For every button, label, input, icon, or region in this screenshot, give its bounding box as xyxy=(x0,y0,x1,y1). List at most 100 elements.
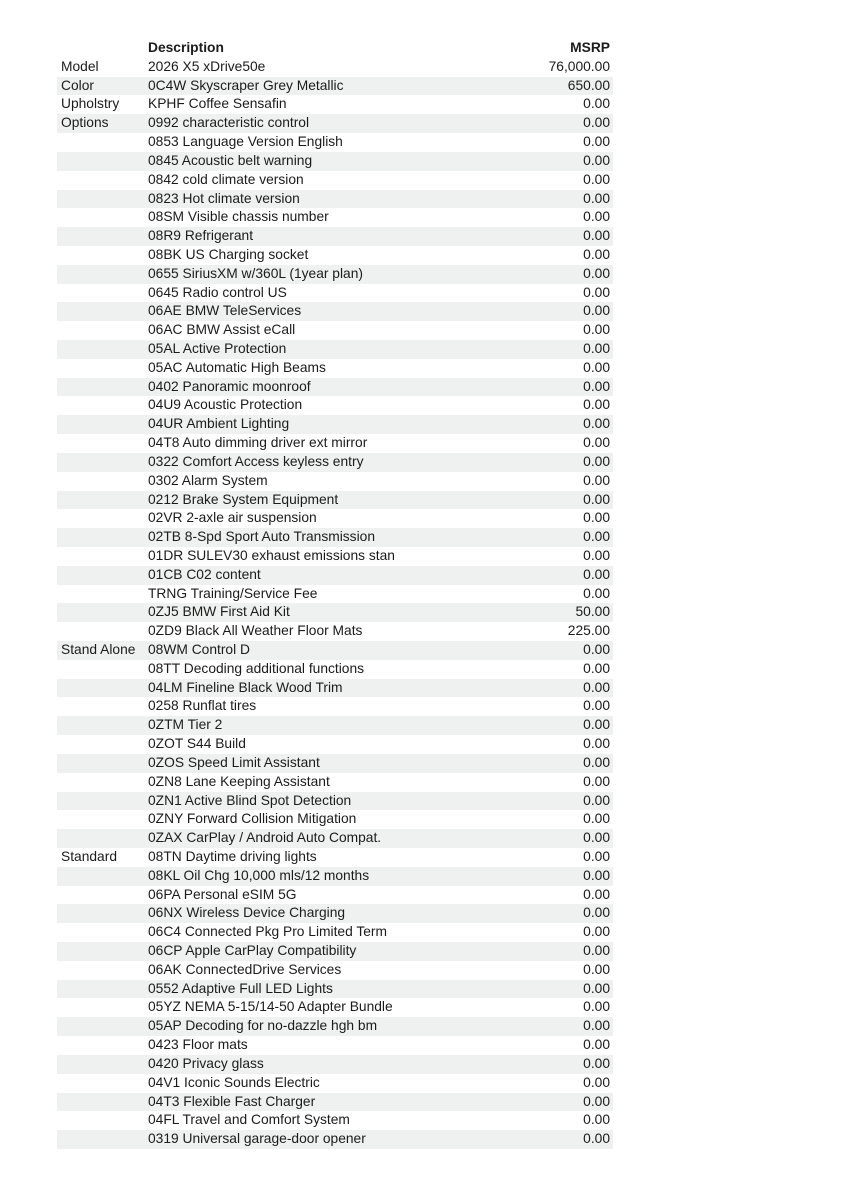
row-category-label xyxy=(57,585,148,604)
row-category-label: Stand Alone xyxy=(61,642,136,657)
row-category-label xyxy=(57,697,148,716)
table-row: 0ZN1 Active Blind Spot Detection 0.00 xyxy=(57,791,613,811)
row-msrp-value: 0.00 xyxy=(583,642,610,657)
table-row: 0823 Hot climate version 0.00 xyxy=(57,189,613,209)
table-row: 04T3 Flexible Fast Charger 0.00 xyxy=(57,1092,613,1112)
row-description: 05AC Automatic High Beams xyxy=(148,359,326,375)
row-msrp-value: 0.00 xyxy=(583,115,610,131)
row-msrp-value: 76,000.00 xyxy=(548,58,610,74)
row-description: 0ZTM Tier 2 xyxy=(148,717,223,733)
vehicle-price-table: Description MSRP Model 2026 X5 xDrive50e 7… xyxy=(57,39,613,1149)
row-msrp-value: 50.00 xyxy=(575,604,610,620)
table-row: 0322 Comfort Access keyless entry 0.00 xyxy=(57,452,613,472)
table-row: Color 0C4W Skyscraper Grey Metallic 650.00 xyxy=(57,76,613,96)
row-description: 0C4W Skyscraper Grey Metallic xyxy=(148,77,344,93)
table-row: 04UR Ambient Lighting 0.00 xyxy=(57,415,613,435)
row-category-label xyxy=(57,302,148,321)
row-msrp-value: 0.00 xyxy=(583,660,610,676)
table-row: 0319 Universal garage-door opener 0.00 xyxy=(57,1130,613,1149)
table-row: 05AP Decoding for no-dazzle hgh bm 0.00 xyxy=(57,1017,613,1037)
table-row: 0ZAX CarPlay / Android Auto Compat. 0.00 xyxy=(57,829,613,848)
table-row: 0ZOS Speed Limit Assistant 0.00 xyxy=(57,753,613,773)
row-msrp-value: 0.00 xyxy=(583,303,610,319)
table-row: 0258 Runflat tires 0.00 xyxy=(57,697,613,716)
row-category-label: Color xyxy=(61,77,94,93)
row-description: 0420 Privacy glass xyxy=(148,1055,264,1071)
row-category-label xyxy=(57,152,148,171)
row-description: 0402 Panoramic moonroof xyxy=(148,378,311,394)
row-msrp-value: 0.00 xyxy=(583,1074,610,1090)
table-row: Upholstry KPHF Coffee Sensafin 0.00 xyxy=(57,95,613,114)
table-row: 04FL Travel and Comfort System 0.00 xyxy=(57,1111,613,1130)
table-row: Stand Alone 08WM Control D 0.00 xyxy=(57,641,613,660)
row-description: 06PA Personal eSIM 5G xyxy=(148,886,297,902)
table-row: 06PA Personal eSIM 5G 0.00 xyxy=(57,886,613,905)
row-category-label xyxy=(57,867,148,886)
table-row: 0552 Adaptive Full LED Lights 0.00 xyxy=(57,979,613,999)
row-msrp-value: 0.00 xyxy=(583,416,610,432)
row-category-label: Model xyxy=(61,58,99,74)
table-row: 06CP Apple CarPlay Compatibility 0.00 xyxy=(57,942,613,961)
row-description: 01CB C02 content xyxy=(148,566,261,582)
row-category-label xyxy=(57,961,148,980)
row-description: 05AP Decoding for no-dazzle hgh bm xyxy=(148,1018,378,1034)
row-msrp-value: 0.00 xyxy=(583,1112,610,1128)
table-row: 08KL Oil Chg 10,000 mls/12 months 0.00 xyxy=(57,866,613,886)
row-description: 2026 X5 xDrive50e xyxy=(148,58,266,74)
table-row: 04T8 Auto dimming driver ext mirror 0.00 xyxy=(57,434,613,453)
row-description: 0992 characteristic control xyxy=(148,115,310,131)
row-category-label xyxy=(57,396,148,415)
row-description: 06C4 Connected Pkg Pro Limited Term xyxy=(148,924,388,940)
row-description: 0645 Radio control US xyxy=(148,284,287,300)
row-description: 01DR SULEV30 exhaust emissions stan xyxy=(148,547,395,563)
row-description: 0ZAX CarPlay / Android Auto Compat. xyxy=(148,830,382,846)
row-category-label xyxy=(57,321,148,340)
row-category-label xyxy=(57,998,148,1017)
row-msrp-value: 0.00 xyxy=(583,999,610,1015)
table-body: Model 2026 X5 xDrive50e 76,000.00 Color 0C4W… xyxy=(57,58,613,1149)
row-description: 04FL Travel and Comfort System xyxy=(148,1112,350,1128)
table-row: 02VR 2-axle air suspension 0.00 xyxy=(57,509,613,528)
header-description: Description xyxy=(148,40,224,55)
row-msrp-value: 0.00 xyxy=(583,341,610,356)
row-msrp-value: 0.00 xyxy=(583,1055,610,1071)
row-category-label xyxy=(57,378,148,397)
row-msrp-value: 0.00 xyxy=(583,1131,610,1147)
row-msrp-value: 0.00 xyxy=(583,867,610,883)
row-msrp-value: 0.00 xyxy=(583,152,610,168)
row-msrp-value: 0.00 xyxy=(583,566,610,582)
table-row: 0ZOT S44 Build 0.00 xyxy=(57,735,613,754)
table-row: 06AK ConnectedDrive Services 0.00 xyxy=(57,961,613,980)
row-msrp-value: 0.00 xyxy=(583,171,610,187)
table-row: Model 2026 X5 xDrive50e 76,000.00 xyxy=(57,58,613,77)
row-msrp-value: 0.00 xyxy=(583,472,610,488)
row-msrp-value: 650.00 xyxy=(567,77,610,93)
table-row: 01DR SULEV30 exhaust emissions stan 0.00 xyxy=(57,547,613,566)
row-description: 08TN Daytime driving lights xyxy=(148,848,317,864)
row-msrp-value: 0.00 xyxy=(583,679,610,695)
row-msrp-value: 0.00 xyxy=(583,736,610,752)
header-category xyxy=(57,39,148,58)
row-msrp-value: 0.00 xyxy=(583,1018,610,1034)
row-description: 04UR Ambient Lighting xyxy=(148,416,290,432)
table-row: 0845 Acoustic belt warning 0.00 xyxy=(57,151,613,171)
row-description: 02VR 2-axle air suspension xyxy=(148,510,317,526)
row-description: 0ZN8 Lane Keeping Assistant xyxy=(148,773,330,789)
row-msrp-value: 0.00 xyxy=(583,246,610,262)
table-row: 0ZNY Forward Collision Mitigation 0.00 xyxy=(57,810,613,829)
table-row: 0ZTM Tier 2 0.00 xyxy=(57,716,613,736)
row-category-label xyxy=(57,566,148,585)
row-category-label xyxy=(57,284,148,303)
row-description: 0212 Brake System Equipment xyxy=(148,491,339,507)
row-category-label xyxy=(57,265,148,284)
row-description: 0ZOS Speed Limit Assistant xyxy=(148,754,320,770)
row-category-label xyxy=(57,904,148,923)
row-description: 05YZ NEMA 5-15/14-50 Adapter Bundle xyxy=(148,999,393,1015)
row-msrp-value: 0.00 xyxy=(583,905,610,921)
table-row: 06C4 Connected Pkg Pro Limited Term 0.00 xyxy=(57,923,613,942)
row-description: 0302 Alarm System xyxy=(148,472,268,488)
row-category-label xyxy=(57,1111,148,1130)
row-description: 0258 Runflat tires xyxy=(148,698,257,714)
row-description: TRNG Training/Service Fee xyxy=(148,585,318,601)
